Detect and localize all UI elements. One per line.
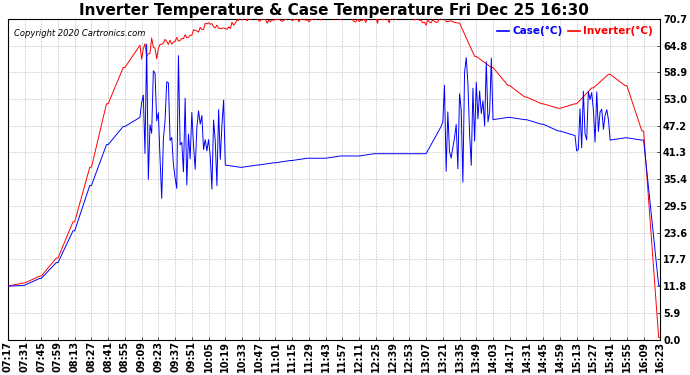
- Text: Copyright 2020 Cartronics.com: Copyright 2020 Cartronics.com: [14, 28, 146, 38]
- Legend: Case(°C), Inverter(°C): Case(°C), Inverter(°C): [495, 24, 655, 38]
- Title: Inverter Temperature & Case Temperature Fri Dec 25 16:30: Inverter Temperature & Case Temperature …: [79, 3, 589, 18]
